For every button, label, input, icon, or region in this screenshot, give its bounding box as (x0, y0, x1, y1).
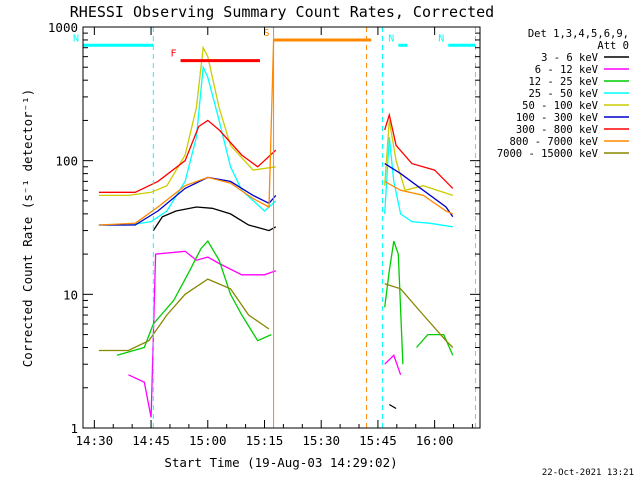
series-line-1-seg-2 (388, 403, 397, 410)
plot-frame (82, 26, 481, 429)
series-line-9-seg-1 (98, 278, 270, 352)
series-line-8-seg-2 (384, 180, 454, 215)
series-line-7-seg-1 (98, 119, 277, 193)
legend-label-9: 7000 - 15000 keV (497, 148, 599, 160)
y-tick-label-3: 100 (55, 154, 78, 169)
series-line-7-seg-2 (384, 112, 454, 189)
flag-label-2: N (73, 33, 79, 44)
series-line-2-seg-2 (384, 354, 402, 376)
legend-label-1: 3 - 6 keV (541, 52, 599, 64)
marker-layer: F N N N S (73, 27, 476, 428)
chart-title: RHESSI Observing Summary Count Rates, Co… (70, 3, 494, 21)
series-line-6-seg-2 (384, 163, 454, 218)
x-tick-label-5: 15:30 (302, 433, 340, 448)
series-line-9-seg-2 (384, 283, 454, 348)
legend-label-8: 800 - 7000 keV (509, 136, 598, 148)
x-tick-label-7: 16:00 (416, 433, 454, 448)
legend-label-7: 300 - 800 keV (516, 124, 599, 136)
series-line-1-seg-1 (152, 206, 277, 232)
legend-label-6: 100 - 300 keV (516, 112, 599, 124)
legend-label-2: 6 - 12 keV (535, 64, 599, 76)
x-tick-label-3: 15:00 (189, 433, 227, 448)
flag-label-5: S (264, 28, 270, 39)
series-line-5-seg-2 (384, 120, 454, 197)
x-tick-label-1: 14:30 (76, 433, 114, 448)
series-line-5-seg-1 (98, 45, 276, 197)
y-tick-label-1: 1 (70, 421, 78, 436)
series-line-3-seg-2 (384, 240, 404, 365)
legend-label-4: 25 - 50 keV (528, 88, 598, 100)
series-line-4-seg-2 (384, 137, 453, 228)
series-layer (98, 39, 454, 418)
series-line-2-seg-1 (128, 250, 277, 418)
legend-header-1: Det 1,3,4,5,6,9, (528, 28, 629, 40)
flag-label-3: N (388, 33, 394, 44)
date-stamp: 22-Oct-2021 13:21 (542, 468, 634, 478)
legend-label-5: 50 - 100 keV (522, 100, 599, 112)
x-axis-label: Start Time (19-Aug-03 14:29:02) (164, 455, 397, 470)
y-tick-label-2: 10 (63, 287, 78, 302)
series-line-3-seg-3 (416, 333, 454, 356)
series-line-3-seg-1 (116, 240, 272, 356)
flag-label-4: N (438, 33, 444, 44)
legend-header-2: Att 0 (597, 40, 629, 52)
x-tick-label-2: 14:45 (132, 433, 170, 448)
flag-label-1: F (171, 49, 177, 60)
x-tick-label-4: 15:15 (246, 433, 284, 448)
y-axis-label: Corrected Count Rate (s⁻¹ detector⁻¹) (20, 89, 35, 367)
y-tick-label-4: 1000 (48, 20, 78, 35)
legend-label-3: 12 - 25 keV (528, 76, 598, 88)
axis-layer: 14:30 14:45 15:00 15:15 15:30 15:45 16:00 1 10 10… (48, 20, 480, 448)
x-tick-label-6: 15:45 (359, 433, 397, 448)
series-line-8-seg-1 (98, 39, 275, 226)
